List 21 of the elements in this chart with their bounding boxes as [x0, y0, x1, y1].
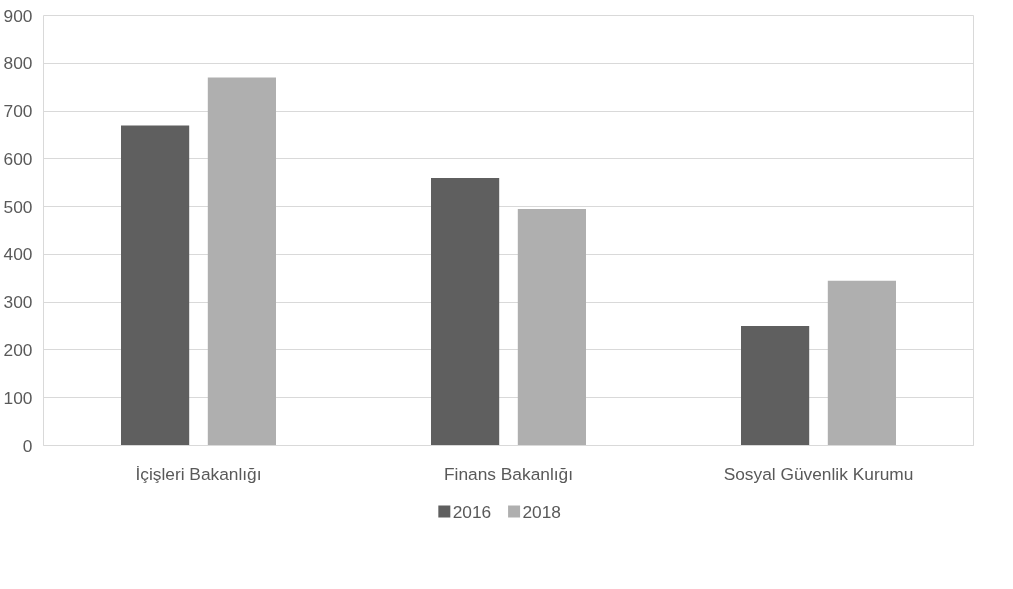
- y-tick-label: 0: [22, 435, 33, 456]
- bar: [121, 125, 190, 446]
- y-tick-label: 100: [3, 387, 33, 408]
- y-tick-label: 600: [3, 148, 33, 169]
- y-tick-label: 900: [3, 5, 33, 26]
- y-tick-label: 500: [3, 196, 33, 217]
- bar: [431, 177, 500, 446]
- legend-label: 2018: [522, 501, 562, 522]
- y-tick-label: 400: [3, 244, 33, 265]
- x-tick-label: Finans Bakanlığı: [443, 463, 574, 484]
- y-tick-label: 300: [3, 292, 33, 313]
- bar: [741, 326, 810, 446]
- y-tick-label: 200: [3, 339, 33, 360]
- x-tick-label: İçişleri Bakanlığı: [135, 463, 262, 484]
- legend-label: 2016: [452, 501, 492, 522]
- bar: [207, 77, 276, 446]
- y-tick-label: 800: [3, 53, 33, 74]
- bar: [517, 209, 586, 446]
- x-tick-label: Sosyal Güvenlik Kurumu: [723, 463, 914, 484]
- y-tick-label: 700: [3, 101, 33, 122]
- bar: [827, 280, 896, 446]
